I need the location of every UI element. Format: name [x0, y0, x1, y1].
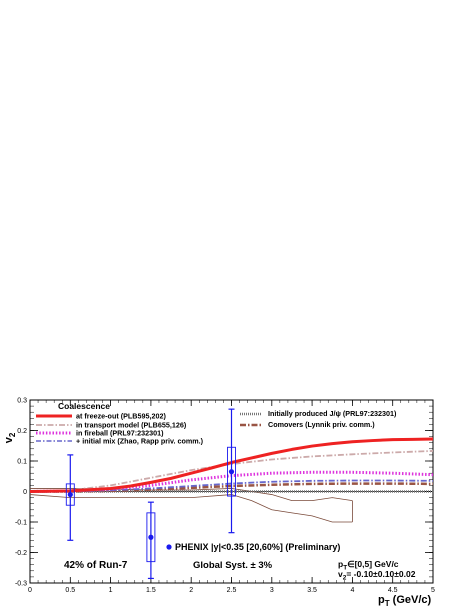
- legend-label-initial-jpsi: Initially produced J/ψ (PRL97:232301): [268, 409, 397, 418]
- legend-label-comovers: Comovers (Lynnik priv. comm.): [268, 420, 375, 429]
- data-point: [148, 534, 154, 540]
- legend-label-transport: in transport model (PLB655,126): [76, 421, 187, 430]
- phenix-data-points: [65, 408, 236, 580]
- x-axis-label: pT (GeV/c): [378, 594, 432, 607]
- legend-label-freeze-out: at freeze-out (PLB595,202): [76, 412, 166, 421]
- x-tick-label: 5: [431, 587, 435, 594]
- x-tick-label: 1.5: [146, 587, 156, 594]
- y-tick-label: 0.3: [17, 398, 27, 405]
- y-tick-label: -0.3: [15, 581, 27, 588]
- y-tick-labels: -0.3 -0.2 -0.1 0 0.1 0.2 0.3: [15, 398, 27, 588]
- x-tick-label: 3: [270, 587, 274, 594]
- series-line-0: [30, 437, 433, 493]
- pt-range-annotation: pT∈[0,5] GeV/c: [338, 559, 399, 572]
- data-point: [228, 469, 235, 475]
- x-tick-label: 0: [28, 587, 32, 594]
- legend-label-fireball: in fireball (PRL97:232301): [76, 429, 164, 438]
- y-tick-label: -0.2: [15, 550, 27, 557]
- axis-ticks: [29, 399, 434, 584]
- y-tick-label: 0: [23, 489, 27, 496]
- y-tick-label: -0.1: [15, 520, 27, 527]
- legend-label-initial-mix: + initial mix (Zhao, Rapp priv. comm.): [76, 437, 204, 446]
- x-tick-label: 2.5: [227, 587, 237, 594]
- v2-result-annotation: v2= -0.10±0.10±0.02: [338, 569, 416, 582]
- x-tick-label: 3.5: [307, 587, 317, 594]
- x-tick-labels: 0 0.5 1 1.5 2 2.5 3 3.5 4 4.5 5: [28, 587, 435, 594]
- band-lower-edge: [30, 494, 353, 523]
- x-tick-label: 2: [189, 587, 193, 594]
- phenix-legend-label: PHENIX |y|<0.35 [20,60%] (Preliminary): [175, 542, 340, 552]
- x-tick-label: 4: [350, 587, 354, 594]
- y-tick-label: 0.1: [17, 459, 27, 466]
- x-tick-label: 0.5: [65, 587, 75, 594]
- comover-band: [30, 488, 353, 523]
- x-tick-label: 1: [109, 587, 113, 594]
- run-annotation: 42% of Run-7: [64, 560, 128, 571]
- phenix-legend-marker: [166, 544, 172, 550]
- y-axis-label: v2: [3, 432, 17, 443]
- series-line-5: [30, 482, 433, 493]
- syst-annotation: Global Syst. ± 3%: [193, 560, 273, 571]
- y-tick-label: 0.2: [17, 428, 27, 435]
- legend: Coalescence at freeze-out (PLB595,202) i…: [36, 401, 397, 446]
- legend-heading: Coalescence: [58, 401, 110, 411]
- series-line-3: [30, 479, 433, 493]
- data-point: [67, 491, 73, 498]
- x-tick-label: 4.5: [388, 587, 398, 594]
